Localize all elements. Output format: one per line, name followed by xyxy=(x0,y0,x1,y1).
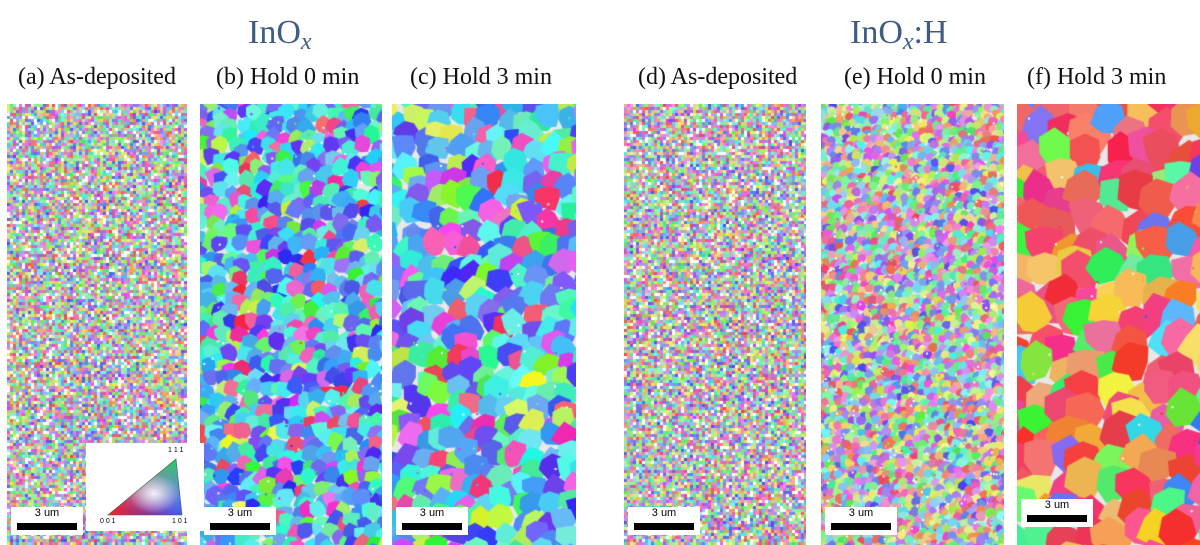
ebsd-map-a: 3 um xyxy=(7,104,187,545)
scale-bar-line xyxy=(17,523,77,530)
scale-bar-b: 3 um xyxy=(204,507,276,535)
scale-bar-line xyxy=(831,523,891,530)
ebsd-map-e: 3 um xyxy=(821,104,1004,545)
ipf-color-key: 1 1 1 0 0 1 1 0 1 xyxy=(86,443,204,531)
panel-label-c: (c) Hold 3 min xyxy=(410,64,552,90)
scale-bar-c: 3 um xyxy=(396,507,468,535)
ipf-label-left: 0 0 1 xyxy=(100,518,116,525)
ebsd-map-d: 3 um xyxy=(624,104,806,545)
scale-bar-d: 3 um xyxy=(628,507,700,535)
panel-label-a: (a) As-deposited xyxy=(18,64,176,90)
group-title-inox: InOx xyxy=(248,14,312,55)
ebsd-canvas-e xyxy=(821,104,1004,545)
ipf-triangle xyxy=(107,458,183,516)
panel-label-f: (f) Hold 3 min xyxy=(1027,64,1167,90)
group-title-inox-h: InOx:H xyxy=(850,14,948,55)
scale-bar-line xyxy=(210,523,270,530)
panel-label-d: (d) As-deposited xyxy=(638,64,798,90)
ebsd-map-f: 3 um xyxy=(1017,104,1200,545)
ebsd-map-c: 3 um xyxy=(392,104,576,545)
ebsd-canvas-b xyxy=(200,104,382,545)
scale-bar-line xyxy=(402,523,462,530)
panel-label-b: (b) Hold 0 min xyxy=(216,64,360,90)
ipf-label-top: 1 1 1 xyxy=(168,447,184,454)
ebsd-canvas-c xyxy=(392,104,576,545)
scale-bar-f: 3 um xyxy=(1021,499,1093,527)
scale-bar-e: 3 um xyxy=(825,507,897,535)
scale-bar-line xyxy=(1027,515,1087,522)
ebsd-canvas-f xyxy=(1017,104,1200,545)
ipf-label-right: 1 0 1 xyxy=(172,518,188,525)
scale-bar-line xyxy=(634,523,694,530)
ebsd-canvas-d xyxy=(624,104,806,545)
scale-bar-a: 3 um xyxy=(11,507,83,535)
panel-label-e: (e) Hold 0 min xyxy=(844,64,986,90)
ebsd-map-b: 3 um xyxy=(200,104,382,545)
